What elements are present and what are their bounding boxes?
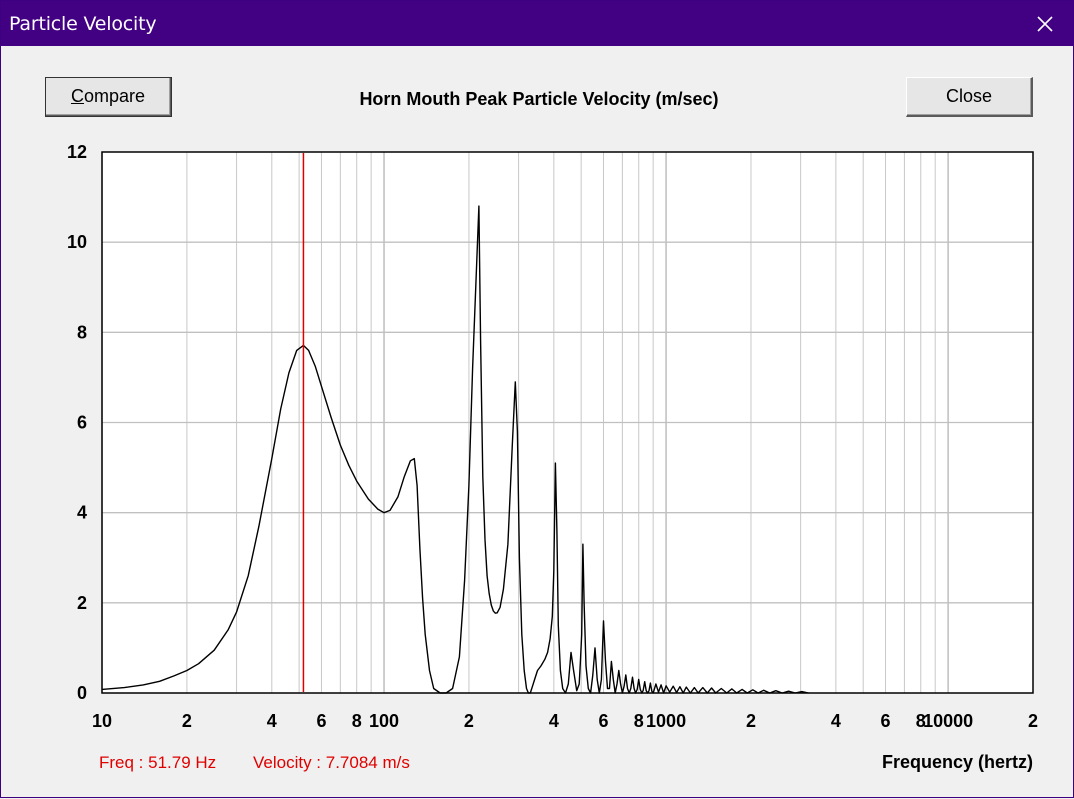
velocity-readout: Velocity : 7.7084 m/s — [253, 753, 410, 772]
x-tick-label: 8 — [634, 711, 644, 731]
x-tick-label: 2 — [1028, 711, 1038, 731]
y-tick-label: 6 — [77, 413, 87, 433]
y-tick-label: 8 — [77, 322, 87, 342]
title-bar: Particle Velocity — [1, 1, 1073, 46]
close-button[interactable]: Close — [906, 77, 1033, 117]
window-close-button[interactable] — [1017, 1, 1073, 46]
x-tick-label: 6 — [598, 711, 608, 731]
x-tick-label: 6 — [316, 711, 326, 731]
x-tick-label: 2 — [182, 711, 192, 731]
x-tick-label: 8 — [352, 711, 362, 731]
x-tick-label: 2 — [746, 711, 756, 731]
x-tick-label: 100 — [369, 711, 399, 731]
plot-border — [101, 151, 1034, 694]
x-tick-label: 4 — [267, 711, 277, 731]
compare-label-rest: ompare — [83, 86, 146, 106]
x-tick-label: 10 — [92, 711, 112, 731]
close-icon — [1037, 15, 1053, 32]
x-tick-label: 4 — [831, 711, 841, 731]
compare-accelerator: C — [70, 86, 84, 106]
x-tick-label: 1000 — [646, 711, 686, 731]
x-tick-label: 10000 — [923, 711, 973, 731]
x-tick-label: 4 — [549, 711, 559, 731]
x-tick-label: 8 — [916, 711, 926, 731]
window-title: Particle Velocity — [9, 13, 157, 35]
y-tick-label: 10 — [67, 232, 87, 252]
freq-readout: Freq : 51.79 Hz — [99, 753, 217, 772]
y-tick-label: 0 — [77, 683, 87, 703]
x-tick-label: 6 — [881, 711, 891, 731]
y-tick-label: 2 — [77, 593, 87, 613]
chart-title: Horn Mouth Peak Particle Velocity (m/sec… — [359, 89, 719, 109]
x-tick-label: 2 — [464, 711, 474, 731]
x-axis-label: Frequency (hertz) — [881, 752, 1033, 772]
y-tick-label: 4 — [77, 503, 87, 523]
y-tick-label: 12 — [67, 142, 87, 162]
